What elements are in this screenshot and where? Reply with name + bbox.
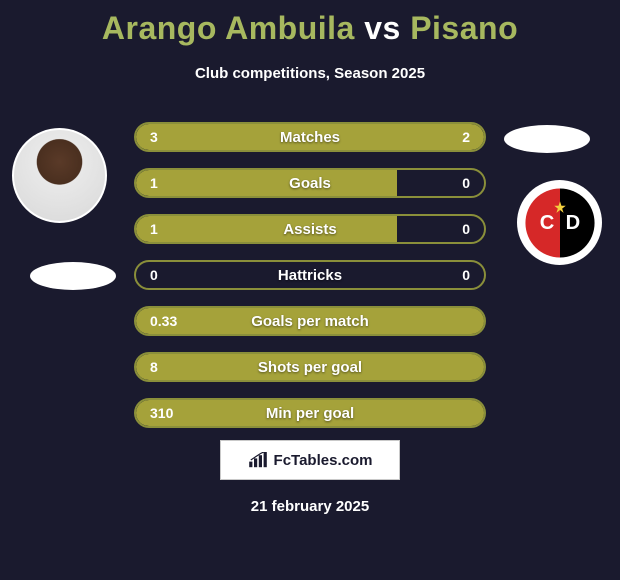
stat-value-left: 1 [150, 216, 158, 242]
stat-value-left: 3 [150, 124, 158, 150]
stat-label: Goals per match [136, 308, 484, 334]
chart-icon [248, 452, 268, 468]
stat-value-right: 0 [462, 262, 470, 288]
player1-shadow-ellipse [30, 262, 116, 290]
svg-text:C: C [539, 211, 554, 233]
vs-text: vs [364, 10, 401, 46]
stat-row: Min per goal310 [134, 398, 486, 428]
stat-label: Goals [136, 170, 484, 196]
stat-row: Matches3 2 [134, 122, 486, 152]
player1-avatar [12, 128, 107, 223]
stat-label: Assists [136, 216, 484, 242]
stat-label: Shots per goal [136, 354, 484, 380]
stat-value-left: 8 [150, 354, 158, 380]
stat-value-right: 0 [462, 216, 470, 242]
stat-label: Hattricks [136, 262, 484, 288]
player1-name: Arango Ambuila [102, 10, 355, 46]
stat-row: Shots per goal8 [134, 352, 486, 382]
player2-shadow-ellipse [504, 125, 590, 153]
stat-value-left: 310 [150, 400, 173, 426]
stat-row: Assists1 0 [134, 214, 486, 244]
stat-value-right: 0 [462, 170, 470, 196]
stat-label: Matches [136, 124, 484, 150]
stat-row: Hattricks0 0 [134, 260, 486, 290]
date-text: 21 february 2025 [0, 498, 620, 515]
subtitle: Club competitions, Season 2025 [0, 65, 620, 82]
branding-box: FcTables.com [220, 440, 400, 480]
player2-name: Pisano [410, 10, 518, 46]
club-crest-icon: C D [524, 187, 596, 259]
stat-value-right: 2 [462, 124, 470, 150]
stat-value-left: 1 [150, 170, 158, 196]
stat-bars: Matches32Goals10Assists10Hattricks00Goal… [134, 122, 486, 444]
player2-club-crest: C D [517, 180, 602, 265]
stat-row: Goals per match0.33 [134, 306, 486, 336]
branding-text: FcTables.com [274, 452, 373, 469]
stat-label: Min per goal [136, 400, 484, 426]
stat-value-left: 0 [150, 262, 158, 288]
stat-row: Goals1 0 [134, 168, 486, 198]
stat-value-left: 0.33 [150, 308, 177, 334]
svg-text:D: D [565, 211, 580, 233]
comparison-title: Arango Ambuila vs Pisano [0, 0, 620, 47]
